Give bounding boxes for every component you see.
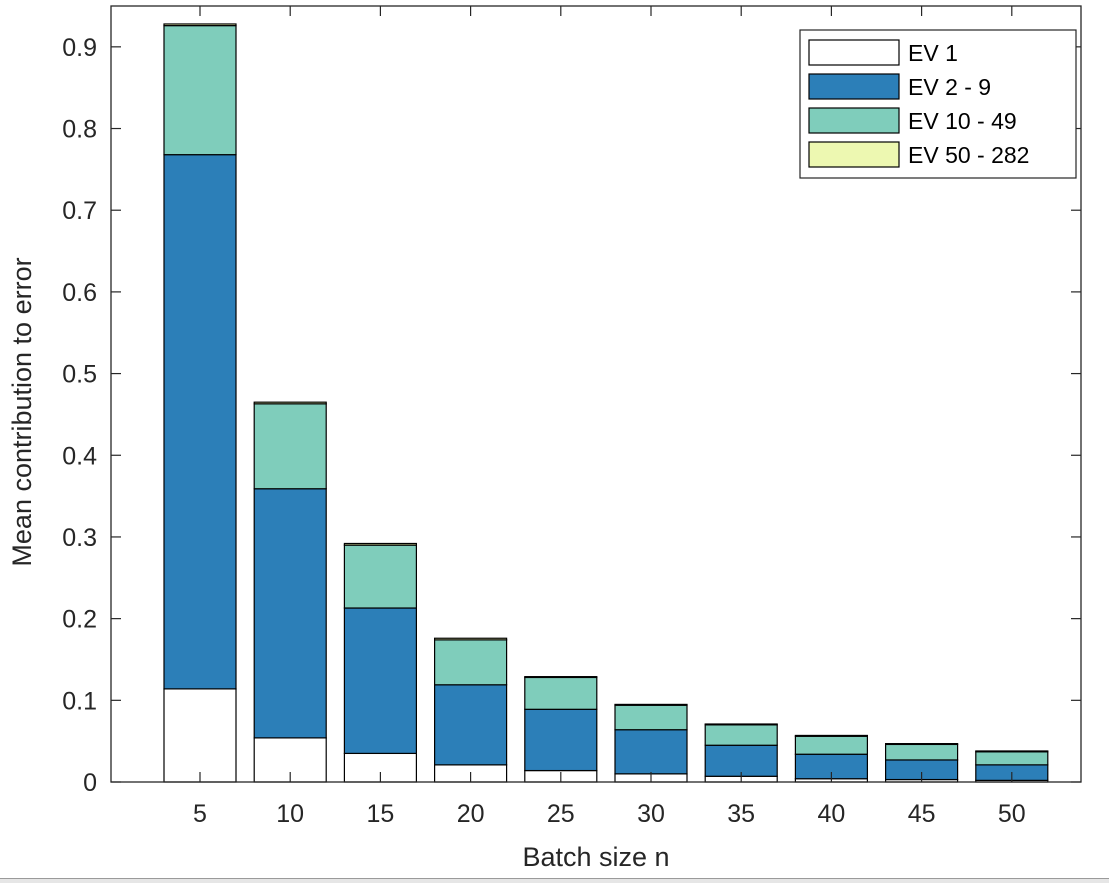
x-tick-label: 40 bbox=[817, 800, 845, 828]
bar-35-series-3 bbox=[704, 724, 778, 746]
y-axis-label: Mean contribution to error bbox=[7, 257, 37, 566]
legend: EV 1 EV 2 - 9 EV 10 - 49 EV 50 - 282 bbox=[799, 29, 1077, 179]
axes-layer: 0 0.1 0.2 0.3 0.4 0.5 0.6 0.7 0.8 0.9 5 10 15 20 25 30 3… bbox=[62, 5, 1082, 828]
legend-swatch-4 bbox=[808, 141, 900, 168]
y-tick-label: 0.2 bbox=[62, 606, 97, 634]
bar-5-series-4 bbox=[163, 23, 237, 27]
bar-40-series-4 bbox=[794, 734, 869, 737]
bar-20-series-4 bbox=[434, 637, 508, 641]
legend-label-4: EV 50 - 282 bbox=[908, 142, 1029, 168]
axes-box bbox=[110, 5, 1082, 783]
x-tick-label: 15 bbox=[366, 800, 394, 828]
bar-5-series-2 bbox=[163, 154, 237, 690]
bar-35-series-4 bbox=[704, 723, 778, 726]
y-tick-label: 0.3 bbox=[62, 524, 97, 552]
legend-label-3: EV 10 - 49 bbox=[908, 108, 1017, 134]
window-bottom-edge bbox=[0, 878, 1109, 883]
bar-25-series-4 bbox=[524, 676, 598, 679]
bar-10-series-2 bbox=[253, 488, 327, 739]
y-tick-label: 0.4 bbox=[62, 442, 97, 470]
bar-45-series-3 bbox=[884, 743, 959, 761]
x-tick-label: 5 bbox=[193, 800, 207, 828]
bar-20-series-3 bbox=[434, 639, 508, 686]
legend-swatch-2 bbox=[808, 73, 900, 100]
bar-25-series-3 bbox=[524, 676, 598, 710]
bar-50-series-3 bbox=[975, 751, 1049, 766]
bar-5-series-1 bbox=[163, 688, 237, 783]
legend-label-1: EV 1 bbox=[908, 40, 958, 66]
x-tick-label: 25 bbox=[547, 800, 575, 828]
y-tick-label: 0.8 bbox=[62, 116, 97, 144]
bar-45-series-4 bbox=[884, 743, 959, 746]
bar-15-series-3 bbox=[343, 544, 417, 609]
legend-label-2: EV 2 - 9 bbox=[908, 74, 991, 100]
bar-35-series-2 bbox=[704, 744, 778, 777]
legend-swatch-1 bbox=[808, 39, 900, 66]
y-tick-label: 0 bbox=[83, 769, 97, 797]
x-tick-label: 35 bbox=[727, 800, 755, 828]
bar-25-series-2 bbox=[524, 708, 598, 772]
x-axis-label: Batch size n bbox=[522, 842, 669, 872]
bar-5-series-3 bbox=[163, 25, 237, 156]
bar-10-series-3 bbox=[253, 403, 327, 490]
y-tick-label: 0.6 bbox=[62, 279, 97, 307]
bar-30-series-3 bbox=[614, 704, 688, 731]
bar-15-series-4 bbox=[343, 542, 417, 546]
x-tick-label: 30 bbox=[637, 800, 665, 828]
y-tick-label: 0.5 bbox=[62, 361, 97, 389]
x-tick-label: 50 bbox=[998, 800, 1026, 828]
y-tick-label: 0.1 bbox=[62, 687, 97, 715]
bar-30-series-2 bbox=[614, 729, 688, 775]
bar-10-series-4 bbox=[253, 401, 327, 405]
x-tick-label: 45 bbox=[908, 800, 936, 828]
bar-20-series-2 bbox=[434, 684, 508, 766]
y-tick-label: 0.7 bbox=[62, 197, 97, 225]
bar-50-series-4 bbox=[975, 750, 1049, 753]
x-tick-label: 20 bbox=[457, 800, 485, 828]
legend-swatch-3 bbox=[808, 107, 900, 134]
x-tick-label: 10 bbox=[276, 800, 304, 828]
bar-40-series-3 bbox=[794, 735, 869, 755]
bar-15-series-2 bbox=[343, 607, 417, 755]
y-tick-label: 0.9 bbox=[62, 34, 97, 62]
bar-30-series-4 bbox=[614, 703, 688, 706]
